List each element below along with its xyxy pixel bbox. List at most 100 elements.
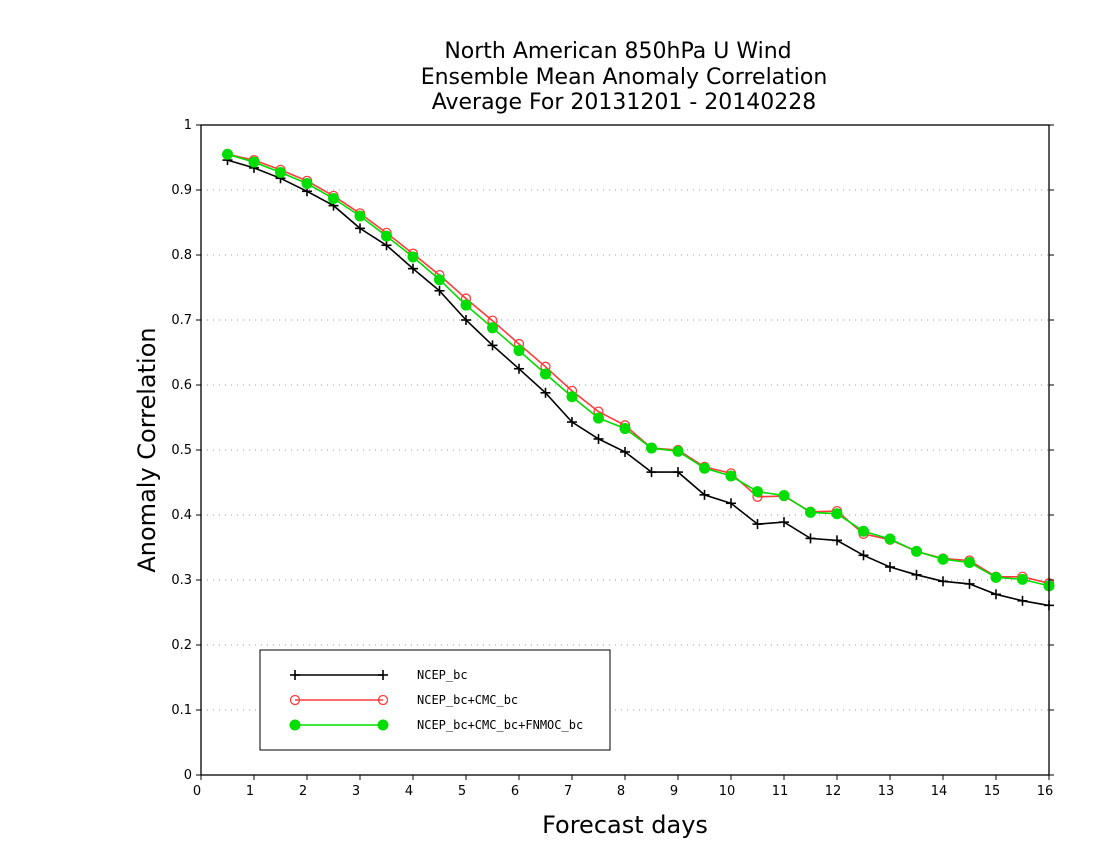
data-point (646, 467, 657, 478)
data-point (885, 562, 895, 572)
legend-marker (289, 719, 301, 731)
data-point (381, 240, 392, 251)
x-tick-label: 4 (405, 784, 413, 799)
legend-marker (377, 694, 389, 706)
data-point (1017, 595, 1028, 606)
x-tick-label: 0 (193, 784, 201, 799)
x-tick-label: 15 (984, 784, 1001, 799)
data-point (593, 412, 604, 424)
x-tick-label: 10 (719, 784, 736, 799)
data-point (991, 589, 1001, 600)
data-point (567, 417, 577, 428)
data-point (964, 556, 975, 568)
data-point (673, 467, 683, 478)
x-tick-label: 14 (931, 784, 948, 799)
data-point (752, 519, 763, 530)
data-point (964, 578, 975, 589)
x-tick-label: 13 (878, 784, 895, 799)
y-tick-label: 0.1 (171, 703, 192, 718)
series-3 (222, 148, 1055, 592)
x-tick-label: 2 (299, 784, 307, 799)
data-point (487, 340, 498, 351)
data-point (461, 315, 471, 325)
data-point (779, 517, 789, 528)
data-point (778, 490, 790, 501)
x-tick-label: 3 (352, 784, 360, 799)
legend-marker (378, 670, 388, 680)
legend-label: NCEP_bc+CMC_bc (417, 693, 518, 707)
data-point (275, 166, 286, 178)
data-point (593, 433, 604, 444)
data-point (301, 178, 313, 189)
series-line (227, 153, 1050, 587)
x-tick-label: 6 (511, 784, 519, 799)
x-tick-label: 11 (772, 784, 789, 799)
data-point (514, 363, 524, 374)
data-point (990, 571, 1002, 583)
x-tick-label: 8 (617, 784, 625, 799)
x-axis-title: Forecast days (542, 811, 708, 839)
data-point (831, 508, 843, 520)
legend-marker (289, 694, 301, 706)
chart-title: North American 850hPa U Wind Ensemble Me… (421, 39, 828, 115)
data-point (646, 442, 657, 454)
data-point (434, 285, 445, 296)
data-point (487, 322, 498, 334)
data-point (328, 192, 339, 204)
data-point (858, 550, 869, 561)
y-tick-label: 0.3 (171, 573, 192, 588)
data-point (248, 156, 260, 168)
data-point (460, 299, 472, 311)
legend-entry: NCEP_bc+CMC_bc+FNMOC_bc (289, 718, 583, 732)
data-point (725, 470, 737, 482)
data-point (620, 446, 630, 457)
legend-label: NCEP_bc+CMC_bc+FNMOC_bc (417, 718, 583, 732)
legend-marker (377, 719, 389, 731)
data-point (911, 569, 922, 580)
data-point (222, 148, 233, 160)
data-point (381, 230, 392, 242)
series-2 (222, 149, 1055, 589)
data-point (805, 533, 816, 544)
data-point (937, 553, 949, 565)
data-point (726, 498, 736, 509)
data-point (408, 263, 418, 274)
legend-entry: NCEP_bc+CMC_bc (289, 693, 518, 707)
data-point (672, 445, 684, 457)
data-point (434, 274, 445, 286)
y-axis-title: Anomaly Correlation (133, 327, 161, 572)
y-tick-label: 0.6 (171, 378, 192, 393)
y-tick-label: 0.9 (171, 183, 192, 198)
data-point (699, 489, 710, 500)
data-point (407, 251, 419, 263)
data-point (540, 387, 551, 398)
y-tick-label: 0.7 (171, 313, 192, 328)
data-point (354, 210, 366, 222)
data-point (858, 525, 869, 537)
data-point (884, 533, 896, 545)
data-point (699, 462, 710, 474)
x-tick-label: 7 (564, 784, 572, 799)
x-tick-label: 9 (670, 784, 678, 799)
data-point (566, 391, 578, 403)
x-tick-label: 12 (825, 784, 842, 799)
x-tick-label: 5 (458, 784, 466, 799)
data-point (1017, 573, 1028, 585)
series-line (227, 159, 1050, 607)
x-tick-label: 1 (246, 784, 254, 799)
title-line-2: Ensemble Mean Anomaly Correlation (421, 65, 828, 90)
data-point (355, 223, 365, 234)
data-point (752, 486, 763, 498)
data-point (911, 545, 922, 557)
data-point (832, 535, 842, 546)
data-point (805, 506, 816, 518)
series-1 (222, 155, 1054, 611)
data-point (513, 345, 525, 357)
y-tick-label: 0.2 (171, 638, 192, 653)
y-tick-label: 1 (184, 118, 192, 133)
legend-marker (290, 670, 300, 680)
y-tick-label: 0.8 (171, 248, 192, 263)
series-line (227, 153, 1050, 585)
data-point (938, 576, 948, 587)
